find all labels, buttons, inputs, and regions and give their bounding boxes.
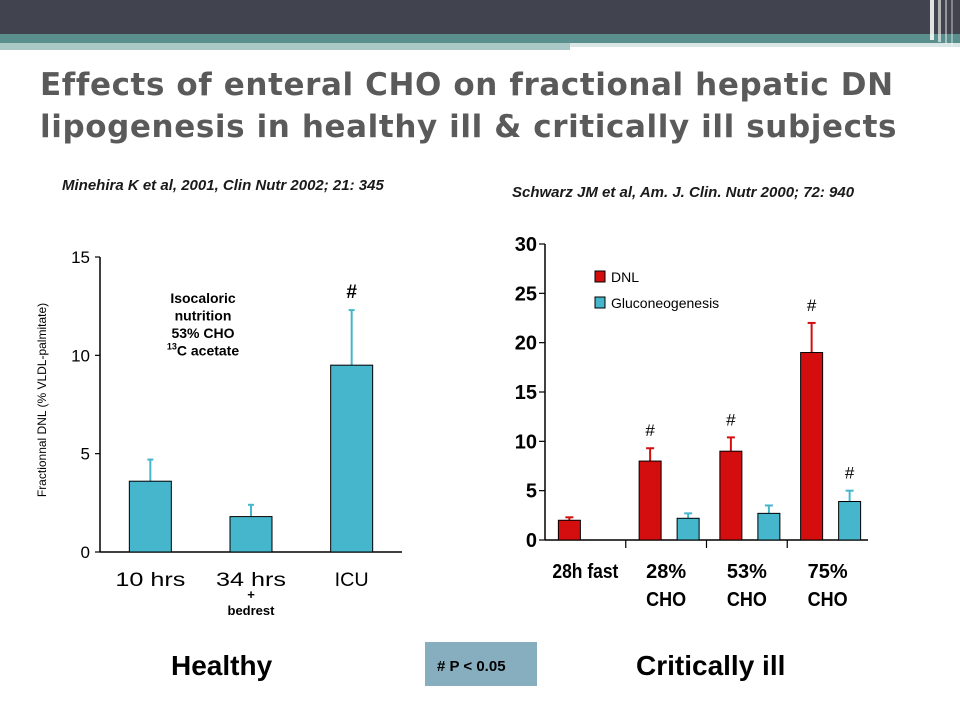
y-tick-label: 5: [526, 481, 537, 503]
left-citation: Minehira K et al, 2001, Clin Nutr 2002; …: [62, 177, 384, 194]
title-line-1: Effects of enteral CHO on fractional hep…: [40, 67, 894, 103]
x-tick-label: 34 hrs: [216, 570, 286, 591]
y-axis-label: Fractionnal DNL (% VLDL-palmitate): [35, 303, 49, 497]
significance-mark: #: [645, 421, 655, 440]
significance-mark: #: [346, 282, 357, 303]
bar: [557, 519, 581, 541]
x-tick-label: 75%: [808, 561, 848, 583]
bar: [838, 501, 862, 541]
legend-label: Gluconeogenesis: [611, 295, 719, 311]
right-citation: Schwarz JM et al, Am. J. Clin. Nutr 2000…: [512, 184, 855, 201]
critically-ill-label: Critically ill: [636, 650, 786, 681]
legend-swatch: [594, 296, 606, 309]
x-tick-label: CHO: [646, 589, 686, 611]
legend-label: DNL: [611, 269, 639, 285]
header-stripe: [0, 34, 960, 43]
bar: [229, 516, 273, 553]
bar: [638, 460, 662, 541]
y-tick-label: 10: [515, 431, 537, 453]
bar: [676, 517, 700, 541]
y-tick-label: 15: [515, 382, 537, 404]
protocol-annotation: Isocaloric nutrition 53% CHO 13C acetate: [167, 290, 239, 359]
x-tick-label: CHO: [808, 589, 848, 611]
healthy-label: Healthy: [171, 650, 273, 681]
bar: [757, 512, 781, 541]
significance-mark: #: [726, 410, 736, 429]
legend-swatch: [594, 270, 606, 283]
header-stripe-light: [0, 43, 570, 50]
bar: [800, 352, 824, 541]
y-tick-label: 10: [71, 346, 90, 365]
bar: [330, 364, 374, 553]
y-tick-label: 0: [81, 543, 90, 562]
header-bar: [0, 0, 960, 34]
bar: [719, 450, 743, 541]
y-tick-label: 25: [515, 283, 537, 305]
x-tick-label: 28h fast: [552, 561, 618, 583]
slide-title: Effects of enteral CHO on fractional hep…: [40, 64, 920, 148]
x-tick-label: 10 hrs: [115, 570, 185, 591]
x-tick-label: ICU: [335, 570, 369, 591]
significance-mark: #: [845, 464, 855, 483]
critically-ill-dnl-chart: 0 5 10 15 20 25 30 # # # # 28h fast 28% CHO 53% CHO 75…: [515, 234, 868, 611]
significance-mark: #: [807, 296, 817, 315]
y-tick-label: 5: [81, 445, 90, 464]
y-tick-label: 0: [526, 530, 537, 552]
bar: [128, 480, 172, 553]
significance-note: # P < 0.05: [425, 642, 537, 686]
y-tick-label: 15: [71, 248, 90, 267]
significance-text: # P < 0.05: [437, 658, 506, 675]
x-tick-sublabel: bedrest: [228, 603, 276, 618]
healthy-dnl-chart: Fractionnal DNL (% VLDL-palmitate) 0 5 10 1…: [35, 248, 402, 618]
y-tick-label: 20: [515, 333, 537, 355]
x-tick-label: 28%: [646, 561, 686, 583]
title-line-2: lipogenesis in healthy ill & critically …: [40, 109, 898, 145]
legend: DNL Gluconeogenesis: [594, 269, 719, 311]
x-tick-label: 53%: [727, 561, 767, 583]
x-tick-sublabel: +: [247, 587, 255, 602]
x-tick-label: CHO: [727, 589, 767, 611]
y-tick-label: 30: [515, 234, 537, 256]
header-corner-lines: [930, 0, 953, 46]
header-stripe-faint: [570, 43, 960, 47]
